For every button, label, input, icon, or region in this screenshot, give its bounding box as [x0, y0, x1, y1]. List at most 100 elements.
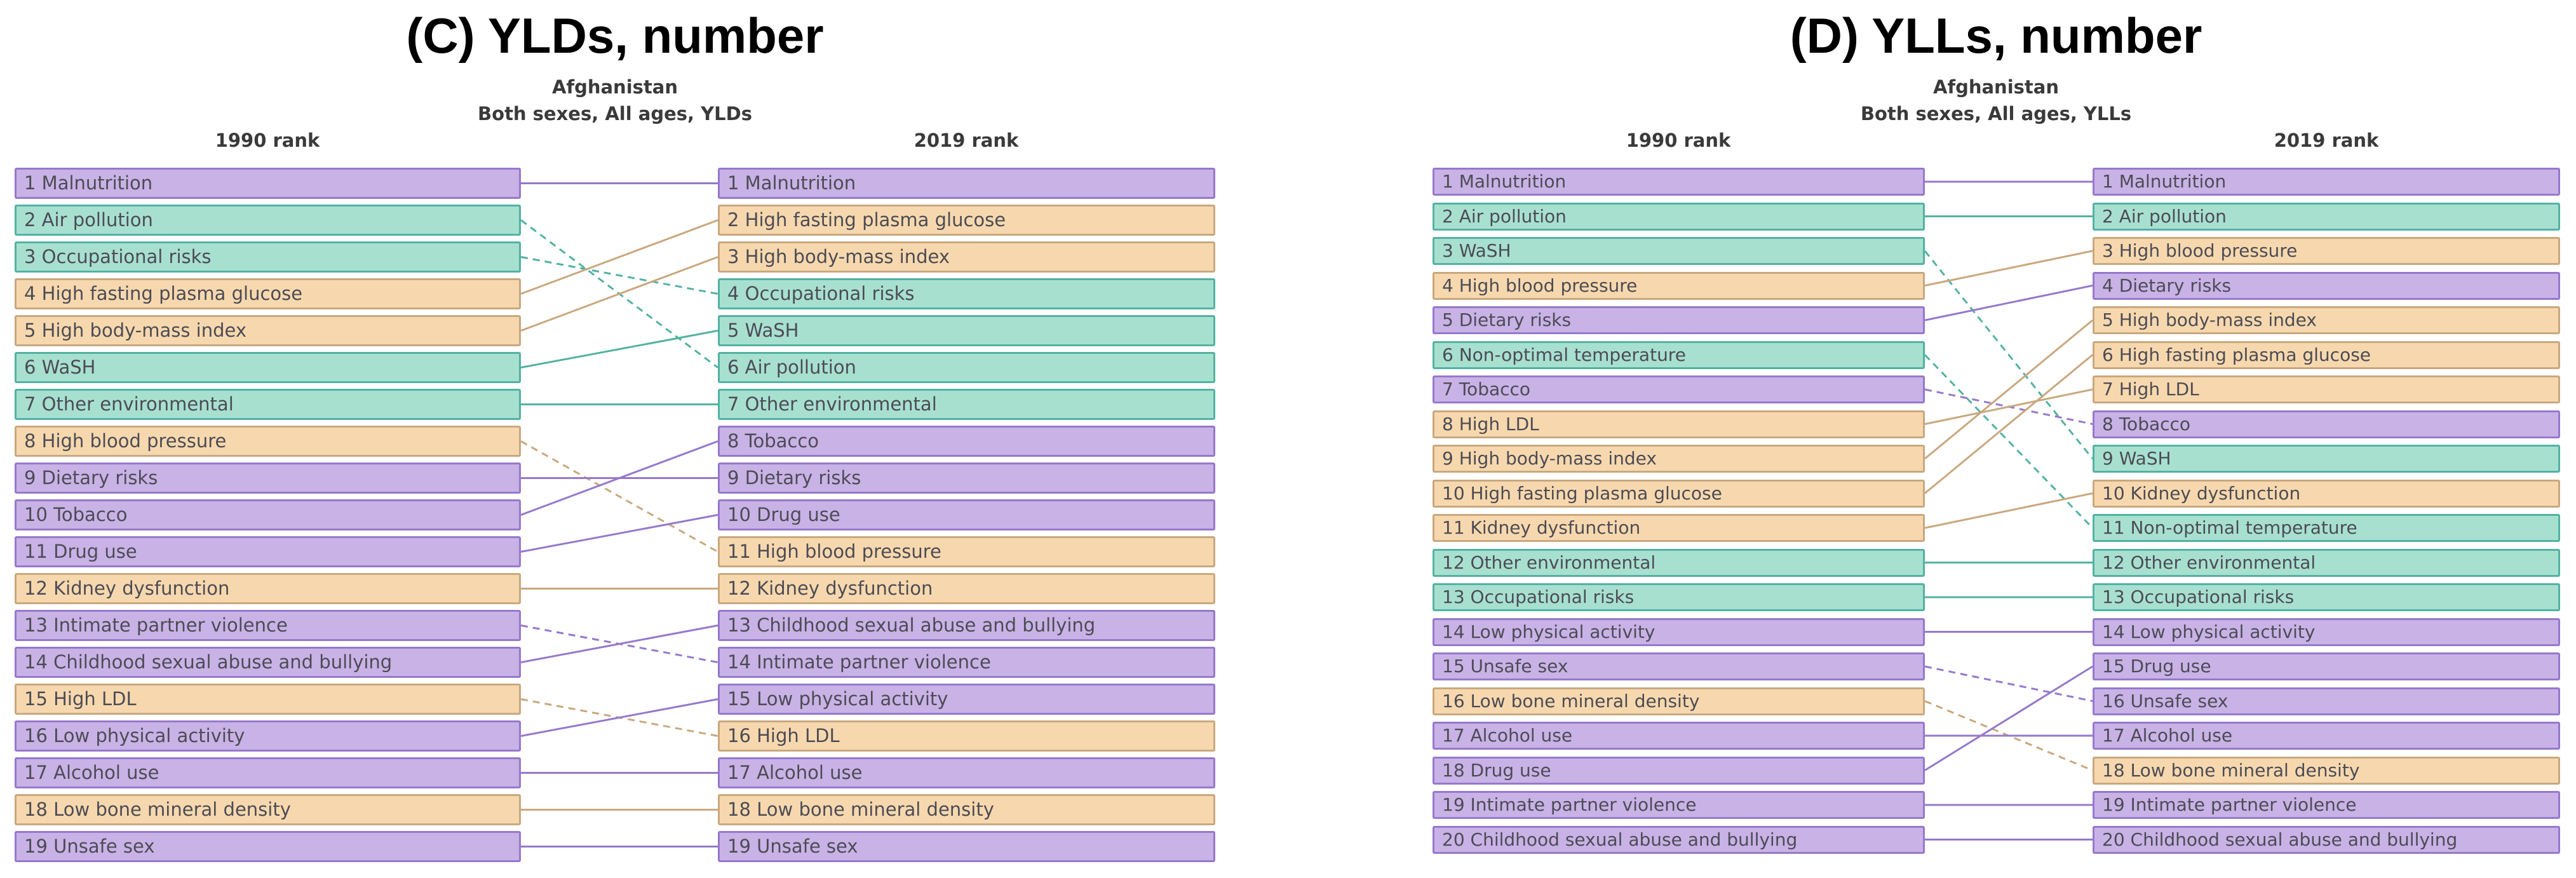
rank-item-c-1990-1: 1 Malnutrition — [15, 168, 521, 199]
rank-item-c-1990-10: 10 Tobacco — [15, 499, 521, 530]
rank-item-c-1990-11: 11 Drug use — [15, 536, 521, 567]
rank-item-d-2019-13: 13 Occupational risks — [2093, 583, 2560, 611]
rank-item-c-1990-12: 12 Kidney dysfunction — [15, 573, 521, 604]
rank-item-c-1990-8: 8 High blood pressure — [15, 426, 521, 457]
rank-link-c-6-to-5 — [521, 330, 718, 368]
rank-item-c-1990-16: 16 Low physical activity — [15, 720, 521, 752]
rank-link-d-8-to-7 — [1925, 388, 2093, 425]
rank-item-d-2019-4: 4 Dietary risks — [2093, 271, 2560, 300]
rank-link-d-11-to-10 — [1925, 492, 2093, 529]
rank-item-c-2019-12: 12 Kidney dysfunction — [718, 573, 1215, 604]
rank-item-c-1990-9: 9 Dietary risks — [15, 463, 521, 494]
panel-c-subtitle-location: Afghanistan — [552, 76, 678, 98]
rank-link-d-6-to-11 — [1925, 354, 2093, 529]
rank-link-d-5-to-4 — [1925, 285, 2093, 321]
rank-item-d-2019-2: 2 Air pollution — [2093, 202, 2560, 231]
rank-item-d-2019-6: 6 High fasting plasma glucose — [2093, 341, 2560, 369]
rank-links-panel-d — [1925, 180, 2093, 841]
panel-d-subtitle-measure: Both sexes, All ages, YLLs — [1860, 103, 2132, 125]
rank-item-d-1990-14: 14 Low physical activity — [1433, 618, 1925, 646]
rank-links-panel-c — [521, 182, 718, 848]
rank-item-d-1990-20: 20 Childhood sexual abuse and bullying — [1433, 825, 1925, 854]
rank-link-d-9-to-5 — [1925, 319, 2093, 460]
rank-item-d-1990-12: 12 Other environmental — [1433, 548, 1925, 577]
rank-item-c-2019-6: 6 Air pollution — [718, 352, 1215, 383]
rank-item-c-2019-8: 8 Tobacco — [718, 426, 1215, 457]
rank-item-c-1990-4: 4 High fasting plasma glucose — [15, 278, 521, 309]
rank-link-d-18-to-15 — [1925, 665, 2093, 771]
rank-item-d-2019-12: 12 Other environmental — [2093, 548, 2560, 577]
rank-item-d-2019-14: 14 Low physical activity — [2093, 618, 2560, 646]
rank-item-c-1990-15: 15 High LDL — [15, 684, 521, 715]
rank-item-d-2019-20: 20 Childhood sexual abuse and bullying — [2093, 825, 2560, 854]
rank-item-d-1990-18: 18 Drug use — [1433, 756, 1925, 785]
rank-item-d-1990-6: 6 Non-optimal temperature — [1433, 341, 1925, 369]
rank-item-d-1990-11: 11 Kidney dysfunction — [1433, 514, 1925, 542]
rank-item-d-2019-3: 3 High blood pressure — [2093, 237, 2560, 265]
rank-link-d-15-to-16 — [1925, 665, 2093, 702]
rank-item-d-1990-3: 3 WaSH — [1433, 237, 1925, 265]
rank-item-c-1990-7: 7 Other environmental — [15, 389, 521, 420]
rank-link-c-3-to-4 — [521, 256, 718, 295]
rank-link-c-16-to-15 — [521, 698, 718, 737]
rank-item-c-2019-2: 2 High fasting plasma glucose — [718, 205, 1215, 236]
rank-link-c-4-to-2 — [521, 219, 718, 295]
rank-link-d-3-to-9 — [1925, 250, 2093, 459]
rank-item-d-2019-18: 18 Low bone mineral density — [2093, 756, 2560, 785]
panel-c-header-2019-rank: 2019 rank — [914, 130, 1019, 151]
rank-item-d-2019-11: 11 Non-optimal temperature — [2093, 514, 2560, 542]
rank-item-d-1990-9: 9 High body-mass index — [1433, 445, 1925, 473]
rank-item-d-1990-10: 10 High fasting plasma glucose — [1433, 479, 1925, 508]
rank-item-c-1990-2: 2 Air pollution — [15, 205, 521, 236]
rank-item-c-1990-14: 14 Childhood sexual abuse and bullying — [15, 647, 521, 678]
rank-item-c-1990-17: 17 Alcohol use — [15, 757, 521, 788]
rank-item-d-2019-15: 15 Drug use — [2093, 652, 2560, 680]
rank-item-c-2019-13: 13 Childhood sexual abuse and bullying — [718, 610, 1215, 641]
rank-item-c-1990-13: 13 Intimate partner violence — [15, 610, 521, 641]
rank-item-d-2019-16: 16 Unsafe sex — [2093, 687, 2560, 715]
rank-item-c-2019-1: 1 Malnutrition — [718, 168, 1215, 199]
rank-item-d-2019-5: 5 High body-mass index — [2093, 306, 2560, 334]
rank-item-d-1990-17: 17 Alcohol use — [1433, 722, 1925, 750]
rank-item-c-2019-3: 3 High body-mass index — [718, 241, 1215, 273]
rank-item-c-2019-14: 14 Intimate partner violence — [718, 647, 1215, 678]
rank-item-c-2019-15: 15 Low physical activity — [718, 684, 1215, 715]
panel-c-title: (C) YLDs, number — [406, 8, 824, 64]
panel-d-header-1990-rank: 1990 rank — [1626, 130, 1731, 151]
rank-item-d-1990-4: 4 High blood pressure — [1433, 271, 1925, 300]
rank-item-d-2019-9: 9 WaSH — [2093, 445, 2560, 473]
rank-item-c-2019-7: 7 Other environmental — [718, 389, 1215, 420]
rank-item-c-2019-11: 11 High blood pressure — [718, 536, 1215, 567]
rank-item-d-1990-8: 8 High LDL — [1433, 410, 1925, 438]
rank-item-c-2019-19: 19 Unsafe sex — [718, 831, 1215, 862]
rank-item-d-2019-7: 7 High LDL — [2093, 375, 2560, 403]
rank-item-d-2019-1: 1 Malnutrition — [2093, 168, 2560, 196]
rank-item-c-2019-9: 9 Dietary risks — [718, 463, 1215, 494]
rank-item-c-2019-17: 17 Alcohol use — [718, 757, 1215, 788]
panel-c-subtitle-measure: Both sexes, All ages, YLDs — [478, 103, 752, 125]
rank-link-c-14-to-13 — [521, 625, 718, 663]
rank-item-d-1990-1: 1 Malnutrition — [1433, 168, 1925, 196]
rank-item-c-2019-4: 4 Occupational risks — [718, 278, 1215, 309]
rank-item-d-2019-19: 19 Intimate partner violence — [2093, 791, 2560, 819]
rank-item-c-2019-18: 18 Low bone mineral density — [718, 794, 1215, 825]
rank-item-d-1990-15: 15 Unsafe sex — [1433, 652, 1925, 680]
rank-item-c-2019-10: 10 Drug use — [718, 499, 1215, 530]
panel-c-header-1990-rank: 1990 rank — [215, 130, 320, 151]
rank-item-d-1990-16: 16 Low bone mineral density — [1433, 687, 1925, 715]
rank-item-d-2019-8: 8 Tobacco — [2093, 410, 2560, 438]
rank-link-c-11-to-10 — [521, 514, 718, 553]
rank-item-c-1990-6: 6 WaSH — [15, 352, 521, 383]
rank-item-d-1990-19: 19 Intimate partner violence — [1433, 791, 1925, 819]
rank-item-c-2019-16: 16 High LDL — [718, 720, 1215, 752]
rank-item-d-1990-5: 5 Dietary risks — [1433, 306, 1925, 334]
rank-item-d-2019-17: 17 Alcohol use — [2093, 722, 2560, 750]
rank-item-d-1990-13: 13 Occupational risks — [1433, 583, 1925, 611]
rank-link-c-10-to-8 — [521, 440, 718, 516]
rank-link-c-8-to-11 — [521, 440, 718, 553]
rank-item-d-1990-7: 7 Tobacco — [1433, 375, 1925, 403]
rank-item-c-1990-5: 5 High body-mass index — [15, 315, 521, 346]
rank-item-c-1990-3: 3 Occupational risks — [15, 241, 521, 273]
rank-link-d-4-to-3 — [1925, 250, 2093, 287]
